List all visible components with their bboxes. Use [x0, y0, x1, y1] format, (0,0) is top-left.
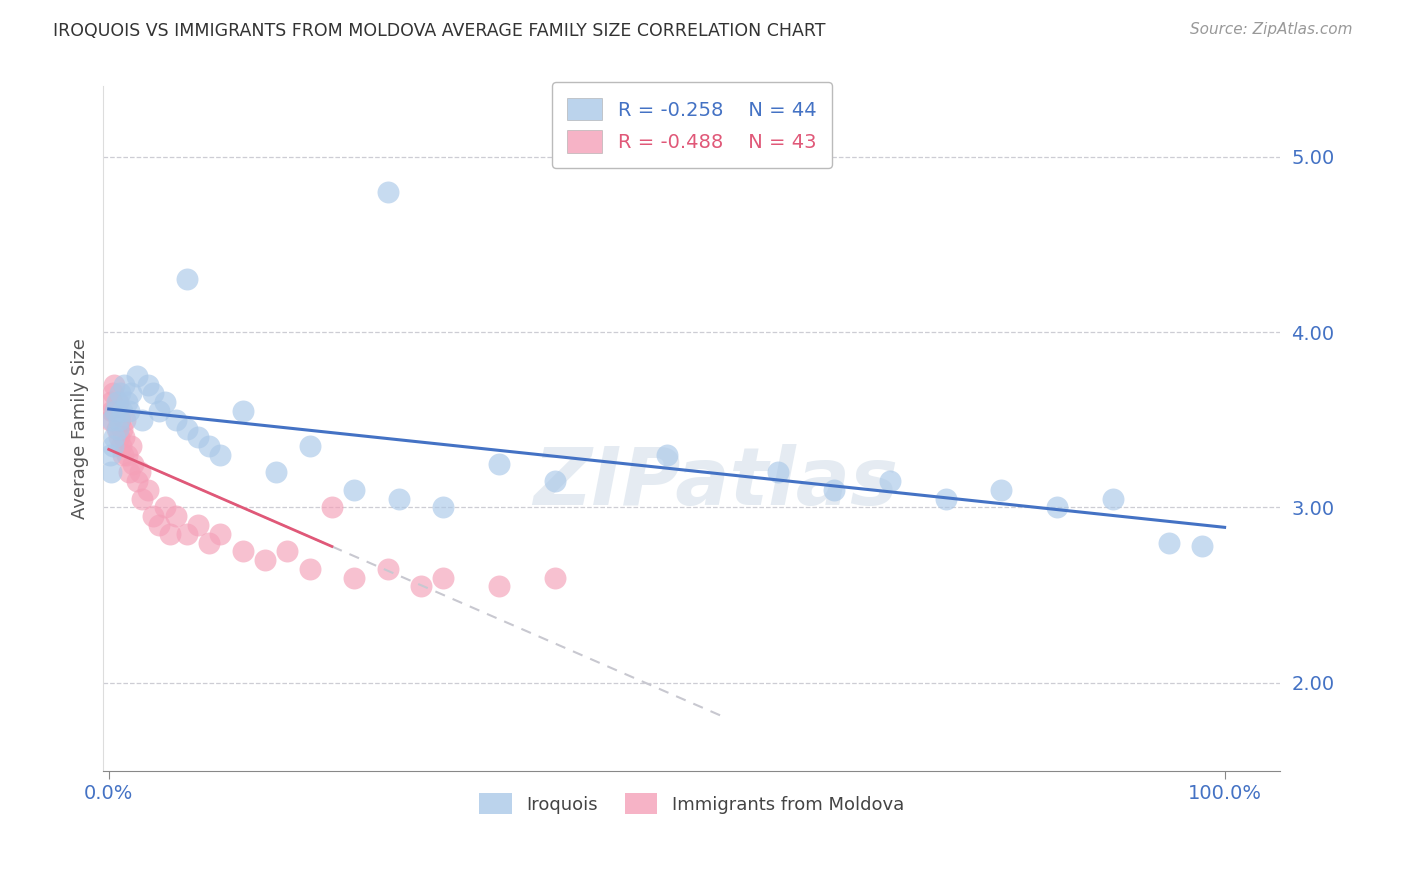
Point — [100, 466, 122, 480]
Point — [111, 421, 134, 435]
Point — [232, 544, 254, 558]
Point — [129, 466, 152, 480]
Point — [377, 185, 399, 199]
Point — [544, 474, 567, 488]
Point — [321, 500, 343, 515]
Point — [343, 483, 366, 497]
Point — [118, 466, 141, 480]
Point — [388, 491, 411, 506]
Point — [112, 430, 135, 444]
Point — [264, 466, 287, 480]
Point — [107, 430, 129, 444]
Point — [209, 448, 232, 462]
Point — [176, 526, 198, 541]
Point — [276, 544, 298, 558]
Point — [118, 404, 141, 418]
Point — [101, 413, 124, 427]
Legend: Iroquois, Immigrants from Moldova: Iroquois, Immigrants from Moldova — [471, 784, 914, 823]
Point — [101, 404, 124, 418]
Text: ZIPatlas: ZIPatlas — [533, 444, 898, 523]
Point — [187, 430, 209, 444]
Point — [159, 526, 181, 541]
Point — [136, 483, 159, 497]
Point — [108, 386, 131, 401]
Point — [122, 457, 145, 471]
Point — [101, 439, 124, 453]
Point — [112, 448, 135, 462]
Point — [176, 421, 198, 435]
Point — [377, 562, 399, 576]
Point — [823, 483, 845, 497]
Point — [107, 421, 129, 435]
Point — [112, 377, 135, 392]
Point — [879, 474, 901, 488]
Point — [125, 474, 148, 488]
Point — [115, 395, 138, 409]
Point — [411, 579, 433, 593]
Point — [136, 377, 159, 392]
Point — [990, 483, 1012, 497]
Y-axis label: Average Family Size: Average Family Size — [72, 338, 89, 519]
Point — [108, 413, 131, 427]
Point — [544, 571, 567, 585]
Point — [105, 395, 128, 409]
Point — [298, 439, 321, 453]
Text: Source: ZipAtlas.com: Source: ZipAtlas.com — [1189, 22, 1353, 37]
Point — [165, 509, 187, 524]
Point — [142, 386, 165, 401]
Point — [103, 430, 125, 444]
Point — [232, 404, 254, 418]
Point — [104, 404, 127, 418]
Point — [253, 553, 276, 567]
Point — [100, 395, 122, 409]
Point — [103, 377, 125, 392]
Point — [153, 395, 176, 409]
Point — [142, 509, 165, 524]
Point — [198, 439, 221, 453]
Point — [148, 404, 170, 418]
Point — [98, 413, 121, 427]
Point — [768, 466, 790, 480]
Point — [432, 500, 454, 515]
Point — [101, 386, 124, 401]
Point — [104, 404, 127, 418]
Point — [1046, 500, 1069, 515]
Point — [935, 491, 957, 506]
Point — [110, 439, 132, 453]
Point — [107, 413, 129, 427]
Point — [148, 518, 170, 533]
Point — [114, 413, 136, 427]
Point — [98, 448, 121, 462]
Point — [198, 535, 221, 549]
Point — [488, 579, 510, 593]
Point — [120, 386, 142, 401]
Point — [131, 413, 153, 427]
Text: IROQUOIS VS IMMIGRANTS FROM MOLDOVA AVERAGE FAMILY SIZE CORRELATION CHART: IROQUOIS VS IMMIGRANTS FROM MOLDOVA AVER… — [53, 22, 825, 40]
Point — [107, 395, 129, 409]
Point — [105, 421, 128, 435]
Point — [1191, 539, 1213, 553]
Point — [187, 518, 209, 533]
Point — [1102, 491, 1125, 506]
Point — [209, 526, 232, 541]
Point — [111, 404, 134, 418]
Point — [125, 368, 148, 383]
Point — [488, 457, 510, 471]
Point — [153, 500, 176, 515]
Point — [131, 491, 153, 506]
Point — [120, 439, 142, 453]
Point — [432, 571, 454, 585]
Point — [115, 448, 138, 462]
Point — [343, 571, 366, 585]
Point — [298, 562, 321, 576]
Point — [655, 448, 678, 462]
Point — [1157, 535, 1180, 549]
Point — [176, 272, 198, 286]
Point — [165, 413, 187, 427]
